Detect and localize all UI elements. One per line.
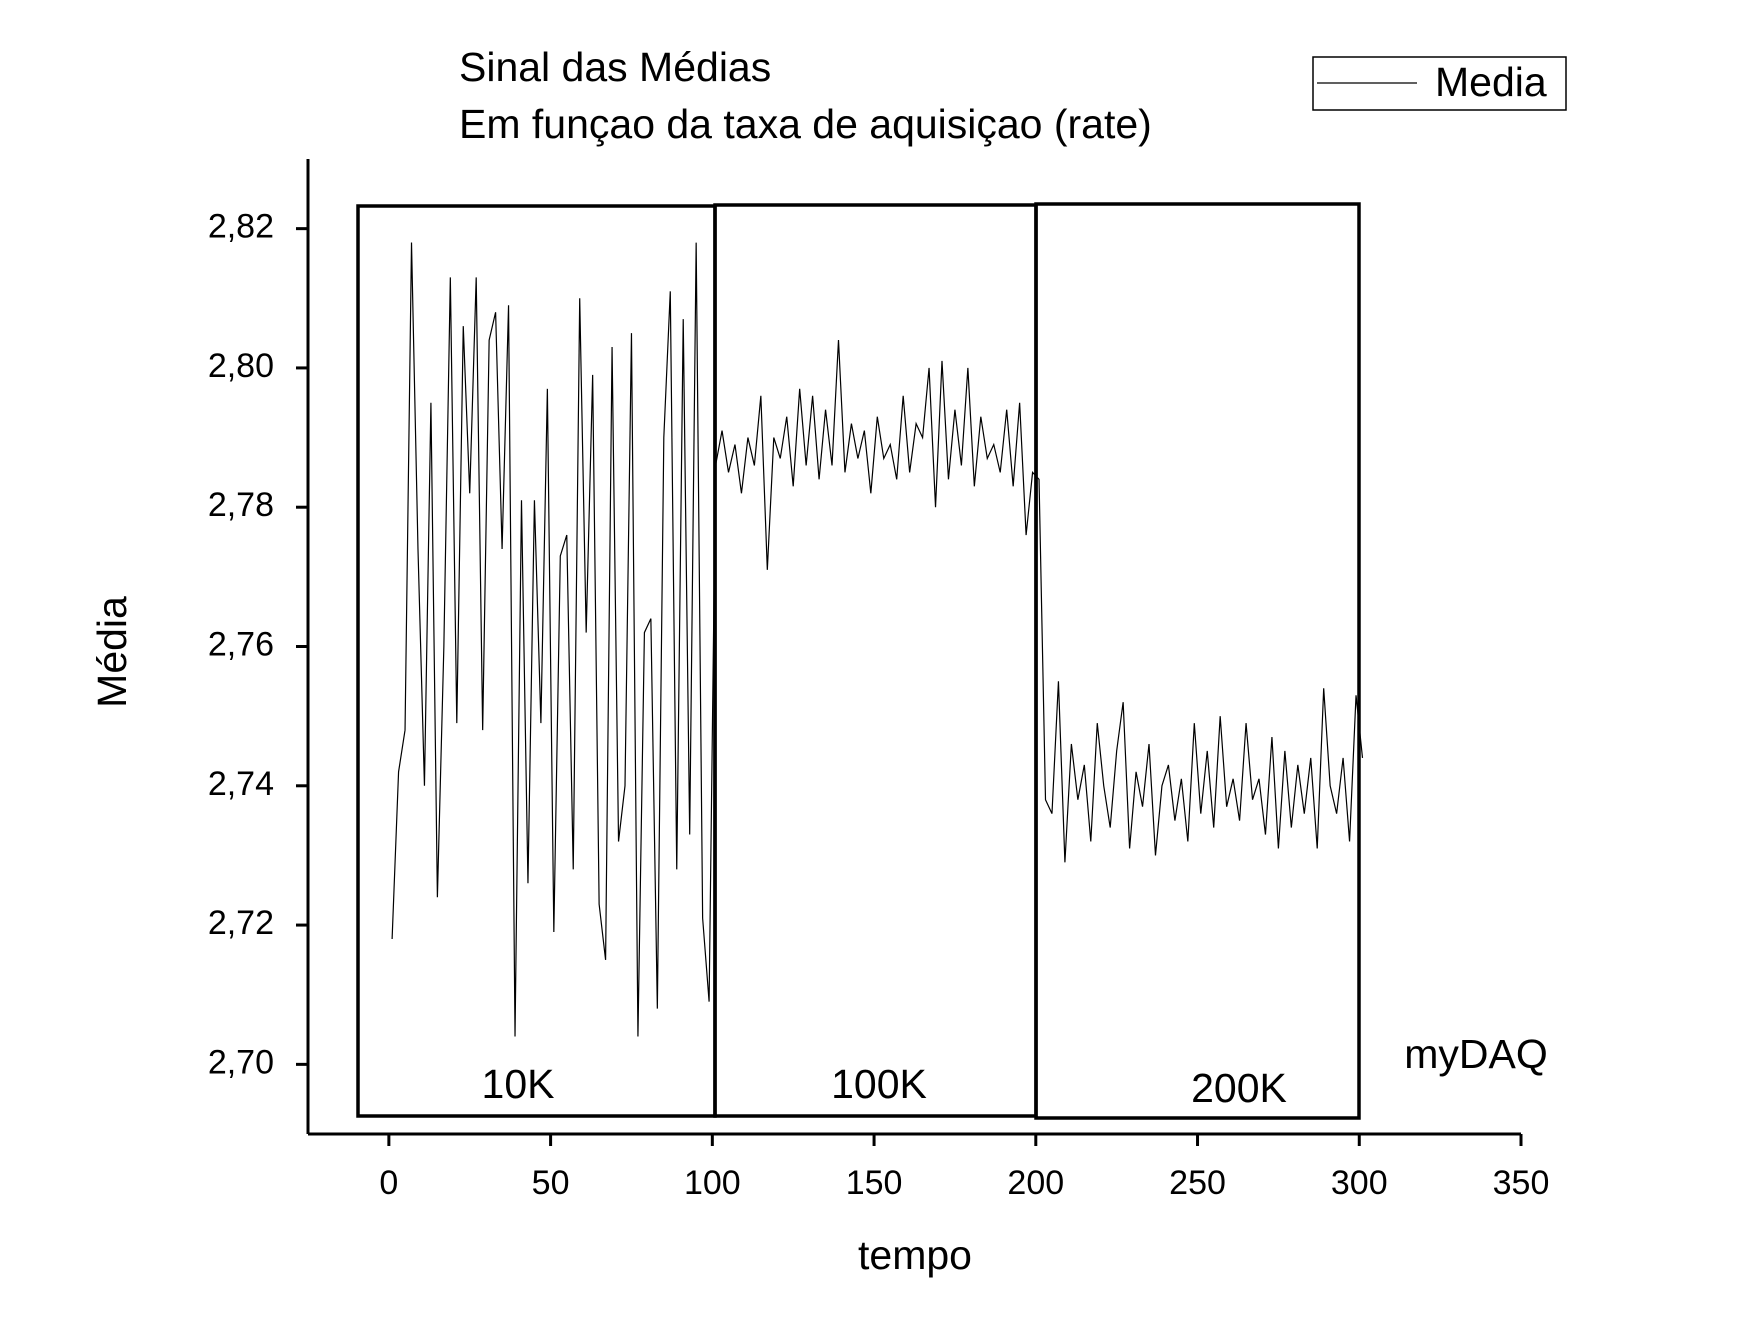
y-axis-label: Média [89,596,135,708]
annotation: 100K [831,1061,927,1107]
y-tick-label: 2,80 [208,347,274,385]
x-tick-label: 150 [846,1164,903,1202]
x-tick-label: 300 [1331,1164,1388,1202]
chart-title: Sinal das Médias [459,44,771,90]
x-tick-label: 350 [1493,1164,1550,1202]
legend-box [1312,56,1567,111]
x-tick-label: 200 [1007,1164,1064,1202]
annotation: myDAQ [1404,1031,1548,1077]
y-tick-label: 2,72 [208,904,274,942]
region-box [1034,202,1361,1120]
x-tick-label: 250 [1169,1164,1226,1202]
y-tick-label: 2,70 [208,1043,274,1081]
x-tick-label: 50 [532,1164,570,1202]
x-axis-label: tempo [858,1232,972,1278]
y-tick-label: 2,76 [208,625,274,663]
legend-label: Media [1435,59,1547,105]
x-tick-label: 100 [684,1164,741,1202]
annotation: 200K [1191,1065,1287,1111]
data-line [391,242,1364,1037]
y-tick-label: 2,74 [208,765,274,803]
x-tick-label: 0 [379,1164,398,1202]
chart-subtitle: Em funçao da taxa de aquisiçao (rate) [459,101,1152,147]
y-tick-label: 2,82 [208,208,274,246]
y-tick-label: 2,78 [208,486,274,524]
annotation: 10K [482,1061,555,1107]
